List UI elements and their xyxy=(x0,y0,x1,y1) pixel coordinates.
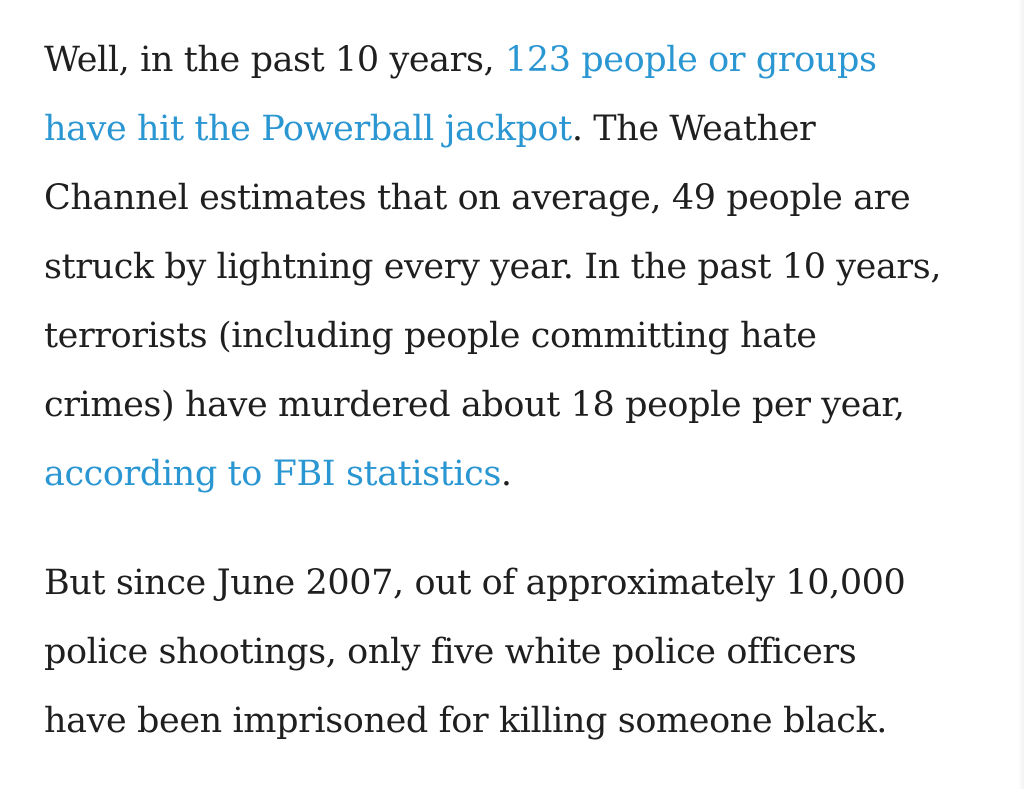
text-line: terrorists (including people committing … xyxy=(44,316,817,356)
text-line: crimes) have murdered about 18 people pe… xyxy=(44,385,905,425)
text-line: according to FBI statistics. xyxy=(44,440,984,509)
text-line: have been imprisoned for killing someone… xyxy=(44,701,887,741)
page-edge-shade xyxy=(1018,0,1024,789)
text-line: struck by lightning every year. In the p… xyxy=(44,247,942,287)
text-line: Well, in the past 10 years, 123 people o… xyxy=(44,26,984,95)
paragraph-lottery-lightning-terrorism: Well, in the past 10 years, 123 people o… xyxy=(44,26,984,509)
text-segment: Well, in the past 10 years, xyxy=(44,40,505,80)
text-line: Channel estimates that on average, 49 pe… xyxy=(44,178,911,218)
text-segment: . The Weather xyxy=(571,109,816,149)
text-line: police shootings, only five white police… xyxy=(44,632,857,672)
text-segment: . xyxy=(500,454,512,494)
powerball-winners-link-continued[interactable]: have hit the Powerball jackpot xyxy=(44,109,572,149)
text-line: But since June 2007, out of approximatel… xyxy=(44,563,906,603)
paragraph-police-shootings: But since June 2007, out of approximatel… xyxy=(44,549,984,756)
fbi-statistics-link[interactable]: according to FBI statistics xyxy=(44,454,501,494)
powerball-winners-link[interactable]: 123 people or groups xyxy=(504,40,877,80)
text-line: have hit the Powerball jackpot. The Weat… xyxy=(44,95,984,164)
